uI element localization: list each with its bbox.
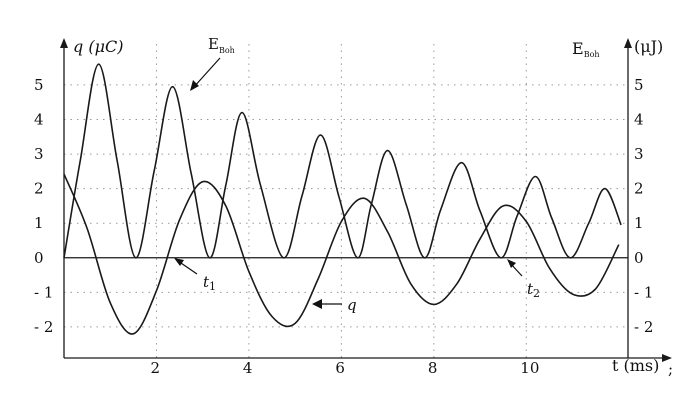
- y-right-arrowhead: [624, 38, 632, 48]
- left-tick-labels: 5 4 3 2 1 0 - 1 - 2: [34, 76, 53, 336]
- y-right-tick-label: 3: [634, 145, 644, 163]
- y-left-axis-title: q (μC): [73, 37, 123, 56]
- y-right-tick-label: - 2: [634, 318, 653, 336]
- charge-label-arrowhead: [312, 299, 322, 309]
- y-right-tick-label: 5: [634, 76, 644, 94]
- x-tick-label: 6: [335, 359, 345, 377]
- y-left-tick-label: 5: [34, 76, 44, 94]
- y-left-tick-label: - 1: [34, 283, 53, 301]
- right-tick-labels: 5 4 3 2 1 0 - 1 - 2: [634, 76, 653, 336]
- y-right-tick-label: 4: [634, 111, 644, 129]
- t2-label: t2: [527, 280, 540, 300]
- t1-label-base: t: [203, 273, 210, 291]
- y-left-tick-label: - 2: [34, 318, 53, 336]
- axes: [60, 38, 672, 362]
- charge-series-line: [63, 173, 620, 335]
- t2-label-base: t: [527, 280, 534, 298]
- x-tick-labels: 2 4 6 8 10: [150, 359, 539, 377]
- y-left-tick-label: 4: [34, 111, 44, 129]
- y-right-axis-title: EBoh: [572, 39, 600, 59]
- energy-series-line: [63, 63, 622, 259]
- x-tick-label: 10: [520, 359, 539, 377]
- energy-series-label: EBoh: [208, 35, 235, 55]
- y-right-tick-label: 0: [634, 249, 644, 267]
- y-left-tick-label: 0: [34, 249, 44, 267]
- y-left-tick-label: 3: [34, 145, 44, 163]
- charge-series-label: q: [347, 296, 357, 314]
- energy-series-label-main: E: [208, 35, 219, 53]
- energy-label-arrowhead: [190, 80, 199, 91]
- y-right-axis-unit: (μJ): [634, 37, 663, 56]
- series-group: [63, 63, 622, 335]
- t1-label: t1: [203, 273, 216, 293]
- t2-arrowhead: [507, 259, 516, 268]
- trailing-mark: ;: [668, 360, 673, 378]
- y-left-tick-label: 2: [34, 180, 44, 198]
- x-arrowhead: [662, 354, 672, 362]
- energy-label-arrow: [192, 57, 221, 89]
- y-right-tick-label: 1: [634, 214, 644, 232]
- y-right-axis-title-sub: Boh: [584, 50, 600, 59]
- x-axis-title: t (ms): [612, 356, 659, 375]
- t1-arrowhead: [174, 258, 184, 266]
- energy-series-label-sub: Boh: [219, 46, 235, 55]
- t1-label-sub: 1: [209, 280, 216, 293]
- y-left-tick-label: 1: [34, 214, 44, 232]
- grid: [64, 44, 628, 358]
- y-right-axis-title-main: E: [572, 39, 584, 58]
- x-tick-label: 8: [428, 359, 438, 377]
- annotations: q (μC) EBoh (μJ) t (ms) EBoh q t1 t2 ;: [73, 35, 673, 378]
- x-tick-label: 2: [150, 359, 160, 377]
- x-tick-label: 4: [243, 359, 253, 377]
- y-left-arrowhead: [60, 38, 68, 48]
- t2-label-sub: 2: [533, 287, 540, 300]
- y-right-tick-label: - 1: [634, 283, 653, 301]
- y-right-tick-label: 2: [634, 180, 644, 198]
